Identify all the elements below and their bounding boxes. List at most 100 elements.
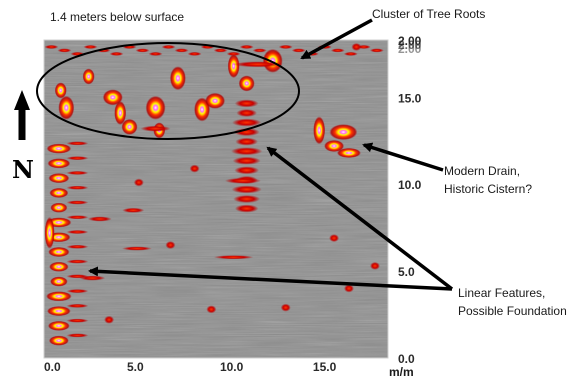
anomaly-streak: [79, 275, 106, 281]
anomaly-streak: [121, 246, 152, 251]
anomaly-blob: [114, 100, 127, 125]
anomaly-blob: [102, 89, 123, 106]
anomaly-streak: [66, 200, 89, 205]
anomaly-blob: [351, 42, 362, 51]
anomaly-streak: [66, 185, 89, 190]
anomaly-streak: [343, 51, 358, 56]
anomaly-streak: [213, 48, 228, 53]
anomaly-blob: [46, 143, 72, 154]
anomaly-streak: [252, 48, 267, 53]
x-tick-label: 0.0: [44, 360, 61, 374]
anomaly-blob: [82, 68, 95, 85]
anomaly-blob: [49, 187, 69, 198]
anomaly-blob: [54, 82, 67, 99]
anomaly-streak: [291, 48, 306, 53]
anomaly-blob: [48, 335, 69, 346]
anomaly-blob: [46, 306, 71, 317]
anomaly-blob: [169, 66, 186, 91]
anomaly-blob: [48, 173, 70, 184]
y-tick-label: 5.0: [398, 265, 415, 279]
anomaly-streak: [135, 48, 150, 53]
anomaly-streak: [66, 156, 89, 161]
anomaly-blob: [47, 158, 71, 169]
anomaly-blob: [235, 137, 259, 146]
anomaly-blob: [233, 195, 261, 203]
plot-area: [43, 39, 389, 359]
anomaly-blob: [234, 166, 260, 175]
anomaly-blob: [329, 234, 340, 243]
anomaly-blob: [49, 261, 69, 272]
anomaly-blob: [232, 118, 262, 127]
anomaly-blob: [313, 116, 326, 145]
x-tick-label: 15.0: [313, 360, 337, 374]
anomaly-blob: [205, 92, 226, 109]
anomaly-blob: [232, 156, 261, 165]
anomaly-blob: [50, 202, 68, 213]
anomaly-streak: [66, 141, 89, 146]
anomaly-streak: [148, 51, 163, 56]
anomaly-blob: [262, 48, 283, 73]
tree-root-ellipse: [36, 42, 300, 140]
y-top-tick-2: 2.00: [398, 38, 422, 52]
anomaly-streak: [44, 44, 59, 49]
anomaly-blob: [104, 315, 115, 324]
plot-frame: [43, 39, 389, 359]
y-top-tick-1: 2.00: [398, 34, 422, 48]
north-arrow-icon: [14, 90, 30, 140]
linear-arrow-west: [88, 266, 453, 291]
anomaly-streak: [83, 44, 98, 49]
anomaly-blob: [50, 276, 68, 287]
anomaly-streak: [187, 51, 202, 56]
anomaly-blob: [46, 291, 72, 302]
anomaly-streak: [122, 207, 145, 213]
anomaly-blob: [329, 124, 358, 141]
anomaly-blob: [343, 284, 354, 293]
y-top-tick-3: 2.00: [398, 42, 422, 56]
anomaly-blob: [121, 118, 138, 135]
x-tick-label: 10.0: [220, 360, 244, 374]
linear-arrow-center: [266, 146, 454, 291]
anomaly-streak: [66, 333, 89, 338]
anomaly-streak: [330, 48, 345, 53]
anomaly-blob: [280, 303, 291, 312]
drain-arrow: [362, 142, 444, 172]
anomaly-blob: [189, 164, 200, 173]
anomaly-streak: [232, 61, 283, 68]
anomaly-blob: [145, 95, 166, 120]
annotation-drain-line1: Modern Drain,: [444, 164, 520, 178]
anomaly-streak: [87, 216, 112, 222]
anomaly-streak: [224, 177, 261, 184]
chart-title: 1.4 meters below surface: [50, 10, 184, 24]
anomaly-streak: [66, 244, 89, 249]
anomaly-streak: [57, 48, 72, 53]
anomaly-streak: [239, 44, 254, 49]
annotation-tree-roots: Cluster of Tree Roots: [372, 7, 485, 21]
anomaly-blob: [48, 247, 70, 257]
annotation-drain-line2: Historic Cistern?: [444, 182, 532, 196]
anomaly-blob: [233, 128, 260, 137]
anomaly-blob: [336, 147, 361, 158]
anomaly-blob: [133, 178, 144, 187]
anomaly-layer: [44, 42, 384, 346]
y-top-ticks-overlap: 2.00 2.00 2.00: [398, 34, 422, 56]
x-tick-label: 5.0: [127, 360, 144, 374]
anomaly-streak: [174, 48, 189, 53]
anomaly-streak: [66, 230, 89, 235]
anomaly-blob: [231, 185, 262, 194]
x-axis-ticks: 0.0 5.0 10.0 15.0: [44, 360, 337, 374]
annotation-linear-line1: Linear Features,: [458, 286, 545, 300]
anomaly-streak: [66, 259, 89, 264]
anomaly-streak: [109, 51, 124, 56]
anomaly-streak: [66, 289, 89, 294]
y-tick-label: 10.0: [398, 178, 422, 192]
y-axis-ticks: 0.0 5.0 10.0 15.0: [398, 91, 422, 366]
anomaly-blob: [234, 99, 259, 108]
anomaly-blob: [369, 261, 380, 270]
tree-root-arrow: [300, 18, 373, 60]
north-letter: N: [12, 155, 34, 184]
anomaly-blob: [324, 140, 345, 152]
anomaly-streak: [66, 170, 89, 175]
anomaly-blob: [58, 95, 75, 120]
anomaly-streak: [66, 318, 89, 323]
